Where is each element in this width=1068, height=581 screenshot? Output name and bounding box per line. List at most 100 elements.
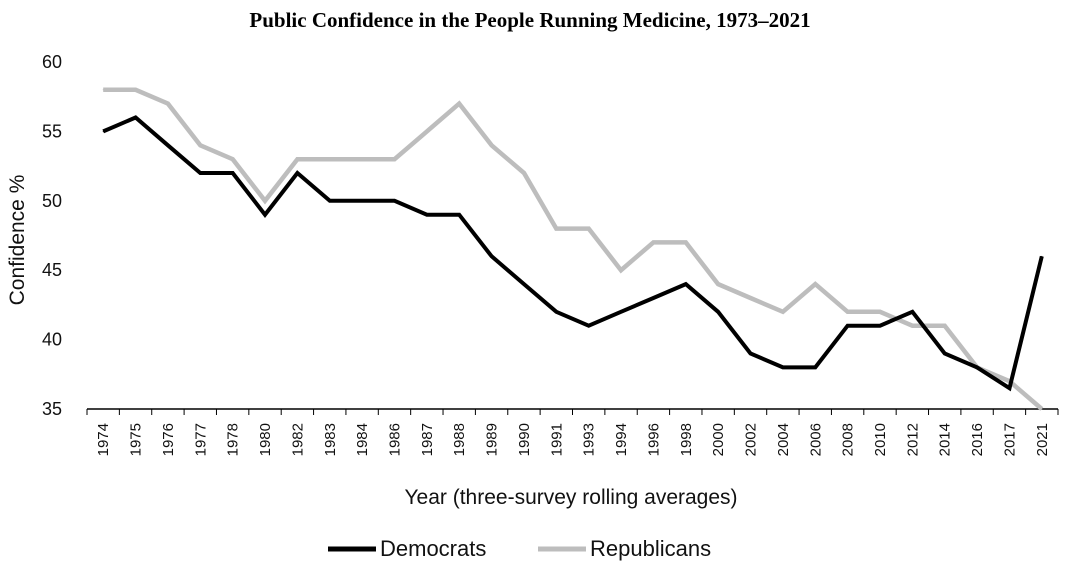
y-tick-label: 60 [42,52,62,72]
data-point-democrats [620,311,622,313]
x-tick-label: 1974 [95,423,112,456]
x-tick-label: 1990 [516,423,533,456]
x-tick-label: 1989 [484,423,501,456]
data-point-republicans [1041,408,1043,410]
x-tick-label: 2000 [710,423,727,456]
data-point-democrats [491,255,493,257]
data-point-democrats [361,200,363,202]
data-point-democrats [976,366,978,368]
data-point-republicans [879,311,881,313]
data-point-democrats [944,352,946,354]
x-tick-label: 1977 [192,423,209,456]
x-tick-label: 1988 [451,423,468,456]
chart-title: Public Confidence in the People Running … [249,8,810,32]
data-point-republicans [911,325,913,327]
data-point-republicans [199,144,201,146]
data-point-democrats [199,172,201,174]
data-point-democrats [782,366,784,368]
series-layer [102,87,1044,411]
data-point-republicans [717,283,719,285]
x-tick-label: 1987 [419,423,436,456]
x-tick-label: 2021 [1034,423,1051,456]
y-tick-label: 50 [42,191,62,211]
data-point-republicans [523,172,525,174]
data-point-democrats [426,214,428,216]
x-tick-label: 2012 [904,423,921,456]
data-point-democrats [652,297,654,299]
data-point-democrats [685,283,687,285]
x-tick-label: 1983 [322,423,339,456]
data-point-republicans [296,158,298,160]
data-point-democrats [750,352,752,354]
data-point-republicans [361,158,363,160]
data-point-democrats [296,172,298,174]
x-axis-label: Year (three-survey rolling averages) [404,486,737,509]
data-point-republicans [944,325,946,327]
y-axis-label: Confidence % [6,175,29,306]
x-tick-label: 2017 [1001,423,1018,456]
x-tick-label: 1991 [548,423,565,456]
y-tick-label: 55 [42,121,62,141]
x-tick-label: 1984 [354,423,371,456]
x-tick-label: 1998 [678,423,695,456]
data-point-republicans [458,103,460,105]
data-point-democrats [1008,387,1010,389]
data-point-republicans [782,311,784,313]
data-point-republicans [102,89,104,91]
data-point-democrats [523,283,525,285]
x-tick-label: 1996 [645,423,662,456]
data-point-republicans [620,269,622,271]
x-tick-label: 1993 [581,423,598,456]
data-point-republicans [588,228,590,230]
data-point-republicans [652,241,654,243]
data-point-democrats [717,311,719,313]
series-line-democrats [102,115,1044,392]
x-tick-label: 1980 [257,423,274,456]
data-point-republicans [685,241,687,243]
data-point-democrats [167,144,169,146]
legend: Democrats Republicans [328,536,711,561]
data-point-democrats [911,311,913,313]
x-tick-label: 2010 [872,423,889,456]
data-point-republicans [814,283,816,285]
data-point-republicans [135,89,137,91]
legend-label-democrats: Democrats [380,536,486,561]
data-point-democrats [814,366,816,368]
data-point-republicans [393,158,395,160]
data-point-republicans [750,297,752,299]
data-point-republicans [426,130,428,132]
x-tick-label: 1976 [160,423,177,456]
data-point-democrats [847,325,849,327]
data-point-democrats [135,117,137,119]
data-point-democrats [555,311,557,313]
x-tick-label: 2016 [969,423,986,456]
data-point-democrats [588,325,590,327]
data-point-republicans [167,103,169,105]
data-point-democrats [329,200,331,202]
x-tick-label: 1994 [613,423,630,456]
data-point-republicans [847,311,849,313]
x-tick-label: 2014 [937,423,954,456]
data-point-democrats [393,200,395,202]
data-point-democrats [1041,255,1043,257]
x-tick-label: 2002 [743,423,760,456]
x-tick-label: 1975 [128,423,145,456]
x-tick-label: 2006 [807,423,824,456]
x-tick-label: 1982 [289,423,306,456]
data-point-democrats [458,214,460,216]
data-point-democrats [102,130,104,132]
y-axis-ticks: 35 40 45 50 55 60 [42,52,62,419]
x-axis-ticks: 1974 1975 1976 1977 1978 1980 1982 1983 1984 1986… [86,409,1059,456]
y-tick-label: 45 [42,260,62,280]
x-tick-label: 2008 [840,423,857,456]
y-tick-label: 40 [42,330,62,350]
legend-label-republicans: Republicans [590,536,711,561]
y-tick-label: 35 [42,399,62,419]
data-point-republicans [232,158,234,160]
data-point-democrats [879,325,881,327]
series-line-republicans [103,87,1044,411]
x-tick-label: 1978 [225,423,242,456]
data-point-democrats [232,172,234,174]
data-point-republicans [491,144,493,146]
